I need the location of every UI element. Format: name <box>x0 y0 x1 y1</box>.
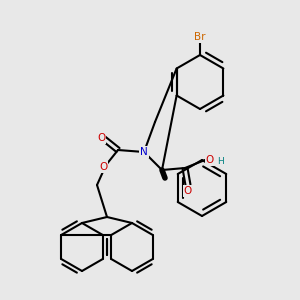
Text: O: O <box>184 186 192 196</box>
Text: O: O <box>206 155 214 165</box>
Text: H: H <box>217 158 224 166</box>
Text: O: O <box>99 162 107 172</box>
Text: O: O <box>97 133 105 143</box>
Text: N: N <box>140 147 148 157</box>
Text: Br: Br <box>194 32 206 42</box>
